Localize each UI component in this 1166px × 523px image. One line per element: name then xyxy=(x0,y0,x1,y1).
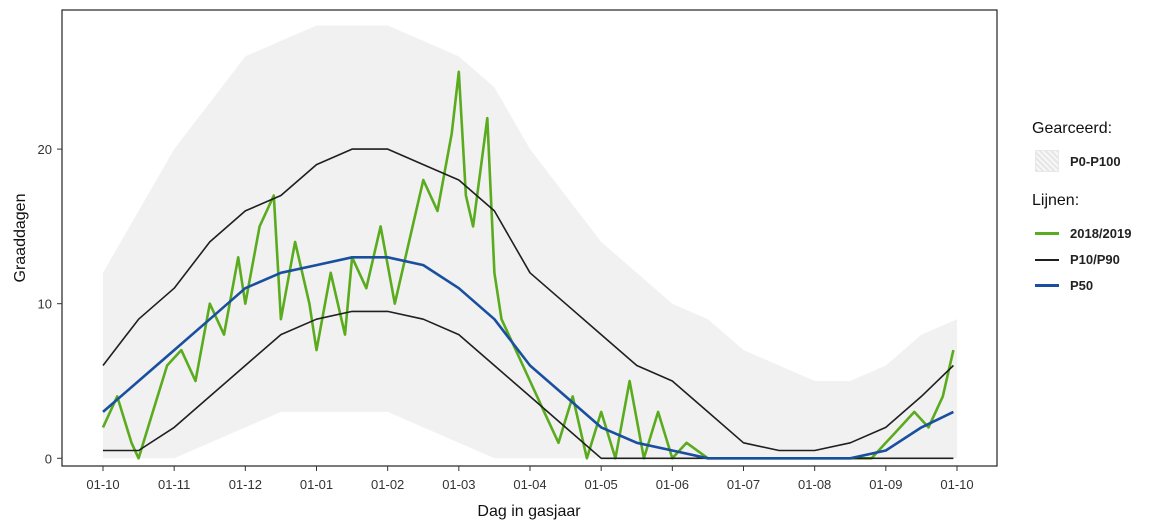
x-tick-label: 01-11 xyxy=(158,477,190,492)
x-tick-label: 01-12 xyxy=(229,477,262,492)
x-tick-label: 01-09 xyxy=(869,477,902,492)
y-axis: 0 10 20 xyxy=(38,142,62,466)
legend: Gearceerd: P0-P100 Lijnen: 2018/2019 P10… xyxy=(1032,120,1162,316)
legend-item-2018-2019: 2018/2019 xyxy=(1032,220,1162,246)
y-tick-label: 10 xyxy=(38,297,52,312)
x-tick-label: 01-06 xyxy=(656,477,689,492)
legend-fill-group: Gearceerd: P0-P100 xyxy=(1032,120,1162,174)
x-tick-label: 01-07 xyxy=(727,477,760,492)
y-tick-label: 20 xyxy=(38,142,52,157)
legend-item-p0-p100: P0-P100 xyxy=(1032,148,1162,174)
legend-key-black-line xyxy=(1032,246,1062,272)
series-line-p50 xyxy=(102,255,954,460)
x-tick-label: 01-04 xyxy=(513,477,546,492)
legend-label-p50: P50 xyxy=(1070,277,1094,293)
x-tick-label: 01-02 xyxy=(371,477,404,492)
legend-label-p0-p100: P0-P100 xyxy=(1070,153,1121,169)
x-tick-label: 01-05 xyxy=(585,477,618,492)
legend-item-p10-p90: P10/P90 xyxy=(1032,246,1162,272)
legend-line-title: Lijnen: xyxy=(1032,192,1080,209)
x-tick-label: 01-01 xyxy=(300,477,333,492)
series-layer xyxy=(101,70,955,460)
x-tick-label: 01-10 xyxy=(940,477,973,492)
legend-label-2018-2019: 2018/2019 xyxy=(1070,225,1132,241)
x-axis: 01-10 01-11 01-12 01-01 01-02 01-03 01-04 01-05… xyxy=(86,466,974,492)
y-tick-label: 0 xyxy=(45,451,52,466)
x-tick-label: 01-03 xyxy=(442,477,475,492)
x-tick-label: 01-08 xyxy=(798,477,831,492)
legend-line-group: Lijnen: 2018/2019 P10/P90 P50 xyxy=(1032,192,1162,298)
legend-key-blue-line xyxy=(1032,272,1062,298)
x-axis-title: Dag in gasjaar xyxy=(477,503,581,520)
series-line-p10-p90-upper xyxy=(102,148,954,452)
legend-item-p50: P50 xyxy=(1032,272,1162,298)
legend-fill-title: Gearceerd: xyxy=(1032,120,1113,137)
legend-label-p10-p90: P10/P90 xyxy=(1070,251,1120,267)
y-axis-title: Graaddagen xyxy=(12,194,29,283)
x-tick-label: 01-10 xyxy=(86,477,119,492)
legend-key-green-line xyxy=(1032,220,1062,246)
legend-key-hatch-swatch xyxy=(1032,148,1062,174)
